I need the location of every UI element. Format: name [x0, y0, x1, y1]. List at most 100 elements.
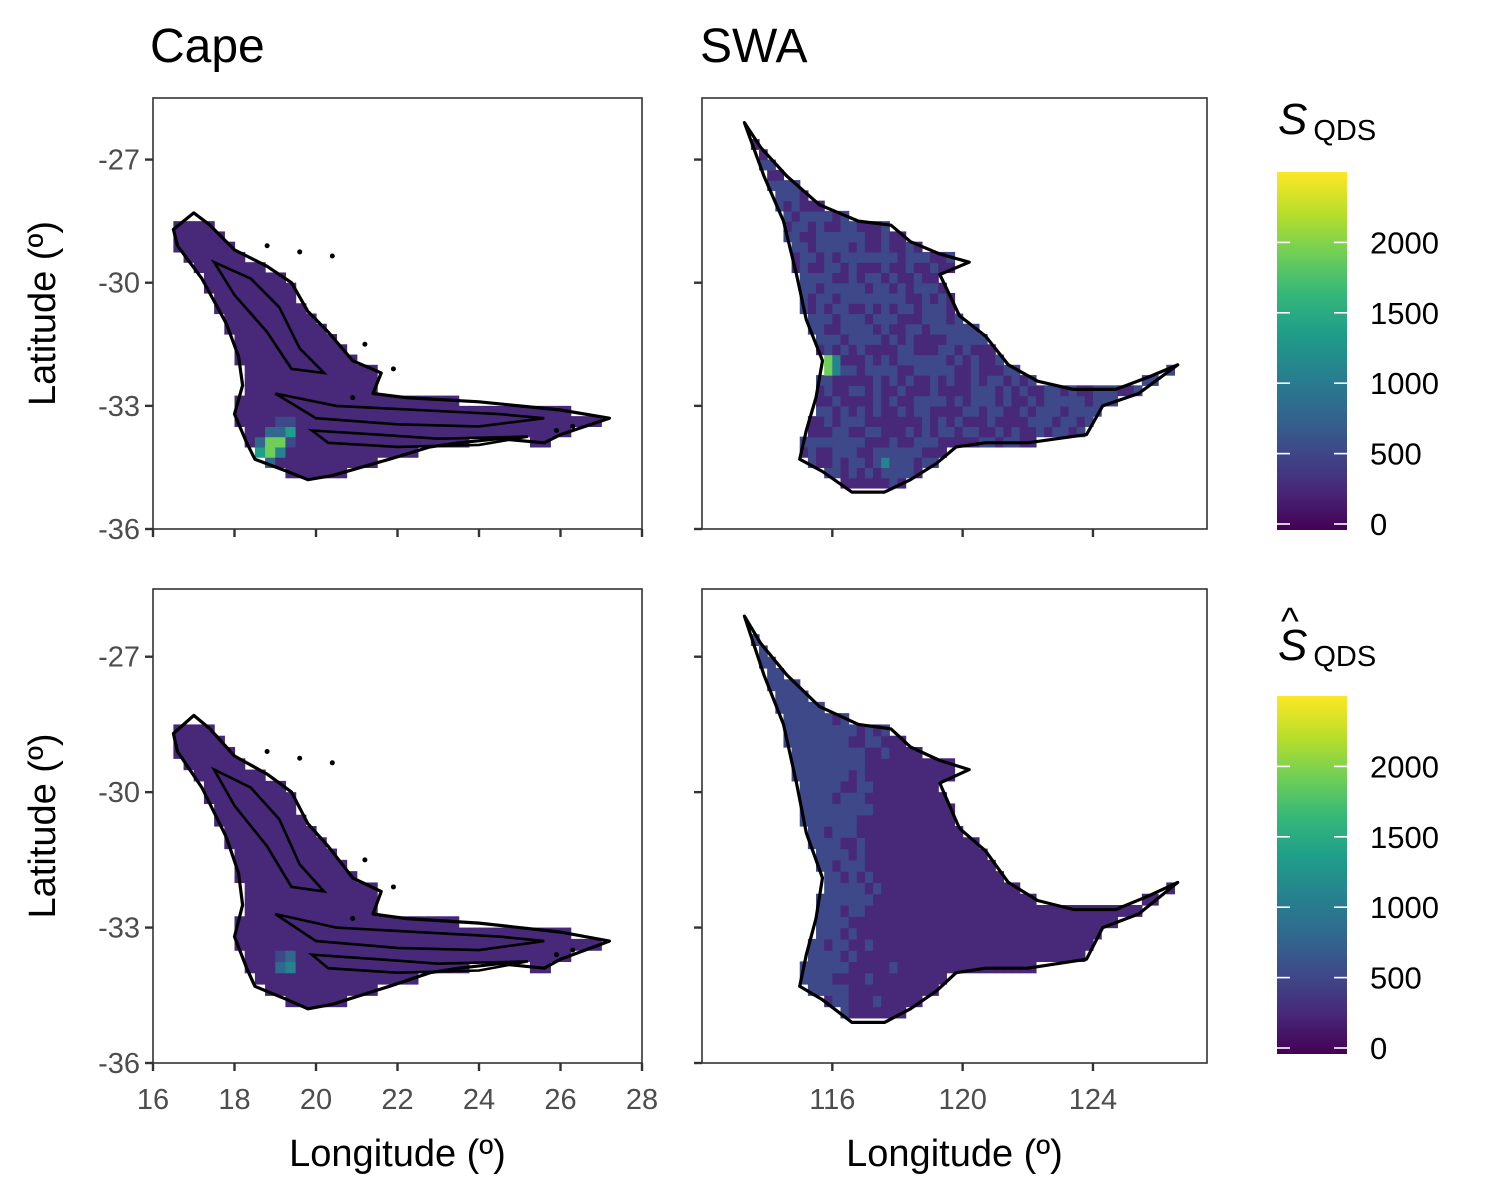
raster-cell — [1060, 385, 1070, 397]
raster-cell — [1027, 893, 1037, 906]
raster-cell — [316, 916, 327, 929]
raster-cell — [1011, 405, 1021, 417]
raster-cell — [889, 446, 899, 458]
raster-cell — [1076, 927, 1086, 940]
raster-cell — [913, 780, 923, 793]
raster-cell — [285, 814, 297, 827]
region-outline — [171, 713, 611, 1011]
raster-cell — [489, 405, 500, 417]
raster-cell — [889, 780, 899, 793]
raster-cell — [889, 354, 899, 366]
raster-cell — [864, 1006, 874, 1019]
raster-cell — [275, 859, 287, 872]
raster-cell — [824, 334, 833, 345]
raster-cell — [889, 272, 899, 284]
raster-cell — [889, 905, 899, 917]
raster-cell — [840, 282, 850, 294]
raster-cell — [295, 950, 307, 963]
raster-cell — [824, 272, 833, 284]
raster-cell — [254, 871, 266, 884]
raster-cell — [326, 364, 337, 376]
panel-border — [701, 97, 1208, 530]
raster-cell — [889, 282, 899, 294]
raster-cell — [377, 416, 388, 427]
raster-cell — [1019, 893, 1029, 906]
raster-cell — [326, 882, 337, 895]
raster-cell — [905, 323, 915, 335]
raster-cell — [799, 262, 809, 274]
outline-fragment — [362, 857, 368, 863]
raster-cell — [387, 416, 399, 427]
raster-cell — [438, 426, 450, 438]
raster-cell — [346, 961, 358, 974]
raster-cell — [873, 354, 882, 366]
raster-cell — [438, 938, 450, 951]
raster-cell — [921, 385, 931, 397]
raster-cell — [848, 1006, 858, 1019]
colorbar-label: 1500 — [1370, 820, 1439, 855]
raster-cell — [962, 416, 972, 427]
raster-cell — [881, 905, 890, 917]
raster-cell — [244, 334, 256, 345]
raster-cell — [913, 859, 923, 872]
raster-cell — [366, 972, 378, 985]
raster-cell — [275, 416, 287, 427]
raster-cell — [856, 961, 866, 974]
raster-cell — [897, 769, 907, 782]
raster-cell — [864, 323, 874, 335]
raster-cell — [1027, 916, 1037, 929]
raster-cell — [840, 758, 850, 771]
raster-cell — [203, 231, 215, 243]
raster-cell — [479, 927, 490, 940]
raster-cell — [254, 436, 266, 448]
raster-cell — [234, 405, 246, 417]
raster-cell — [285, 905, 297, 917]
raster-cell — [336, 457, 348, 469]
raster-cell — [897, 984, 907, 996]
raster-cell — [938, 292, 947, 304]
raster-cell — [962, 950, 972, 963]
raster-cell — [326, 395, 337, 407]
raster-cell — [1052, 385, 1061, 397]
raster-cell — [1084, 416, 1094, 427]
raster-cell — [775, 169, 785, 181]
raster-cell — [397, 938, 409, 951]
raster-cell — [930, 871, 939, 884]
raster-cell — [873, 313, 882, 325]
raster-cell — [905, 837, 915, 850]
raster-cell — [807, 457, 817, 469]
raster-cell — [397, 916, 409, 929]
raster-cell — [832, 916, 842, 929]
raster-cell — [244, 344, 256, 356]
raster-cell — [946, 961, 956, 974]
raster-cell — [1035, 416, 1045, 427]
raster-cell — [881, 814, 890, 827]
raster-cell — [848, 735, 858, 748]
raster-cell — [356, 927, 368, 940]
raster-cell — [905, 747, 915, 759]
raster-cell — [244, 426, 256, 438]
raster-cell — [881, 457, 890, 469]
raster-cell — [234, 262, 246, 274]
raster-cell — [295, 961, 307, 974]
raster-cell — [864, 282, 874, 294]
raster-cell — [930, 334, 939, 345]
raster-cell — [848, 848, 858, 861]
raster-cell — [970, 354, 980, 366]
raster-cell — [285, 961, 297, 974]
outline-fragment — [264, 243, 270, 249]
raster-cell — [864, 375, 874, 386]
raster-cell — [783, 679, 793, 692]
raster-cell — [881, 938, 890, 951]
raster-cell — [783, 221, 793, 232]
raster-cell — [244, 303, 256, 315]
raster-cell — [799, 210, 809, 222]
raster-cell — [897, 792, 907, 805]
raster-cell — [816, 747, 825, 759]
raster-cell — [840, 292, 850, 304]
raster-cell — [962, 395, 972, 407]
raster-cell — [913, 882, 923, 895]
raster-cell — [1068, 426, 1078, 438]
raster-cell — [856, 814, 866, 827]
